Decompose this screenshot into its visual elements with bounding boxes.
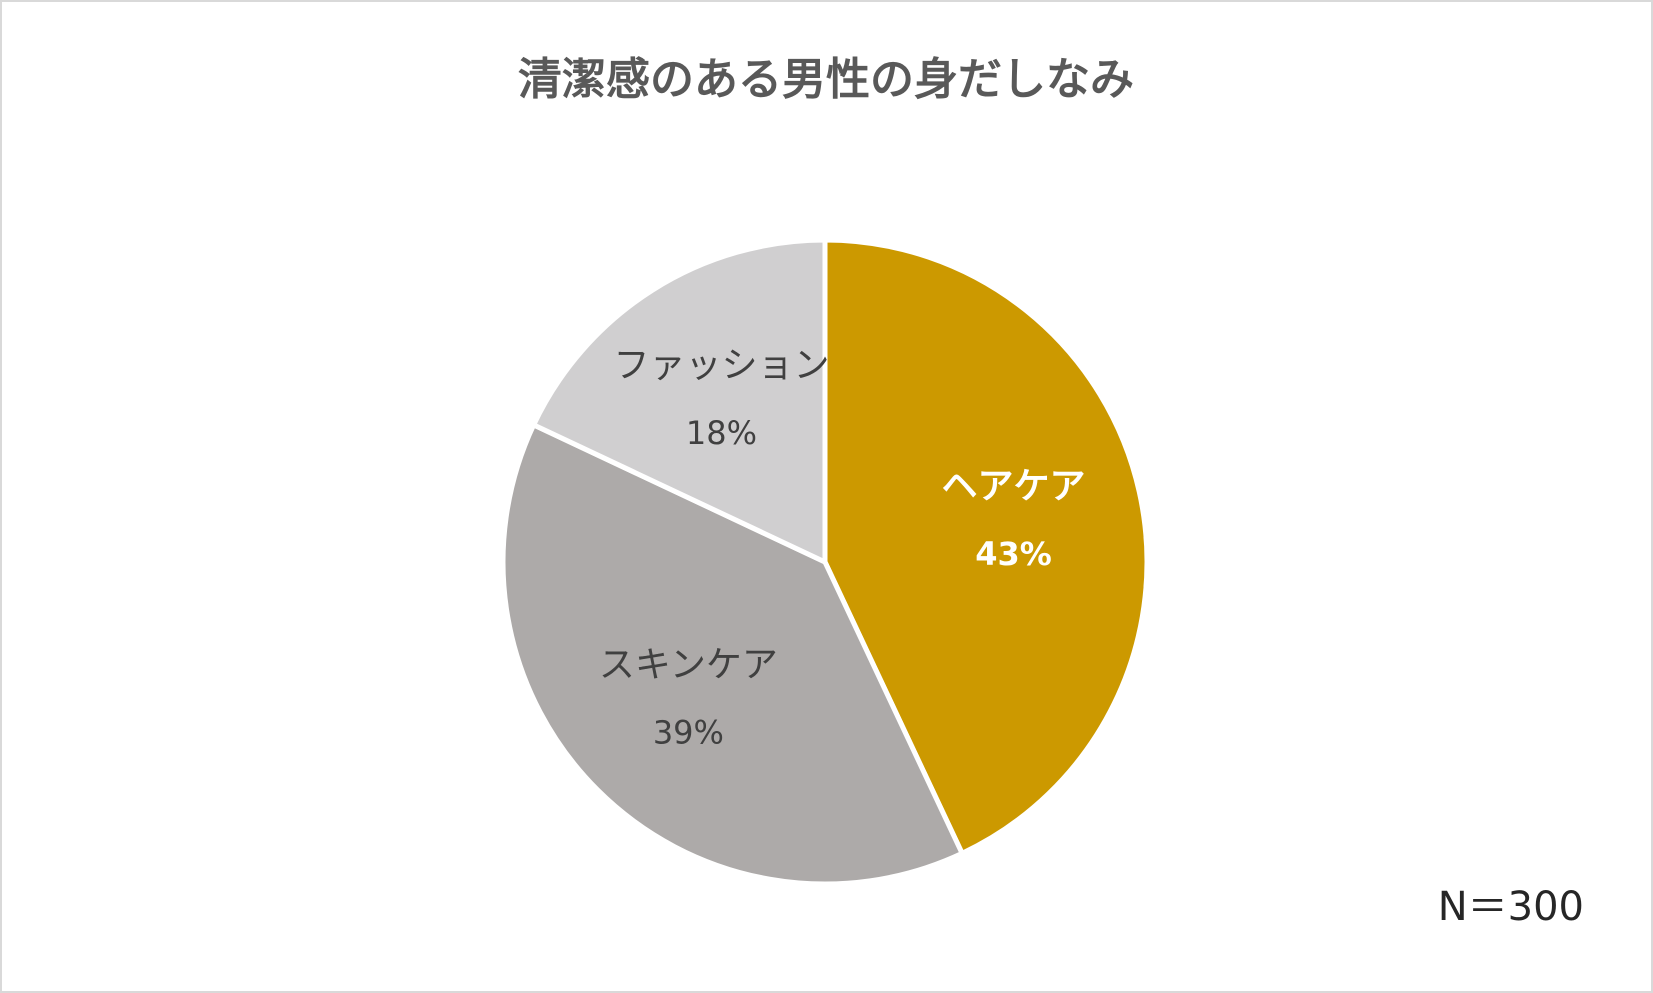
value-label: 18%: [686, 414, 757, 452]
value-label: 43%: [975, 535, 1052, 573]
pie-slice: [822, 237, 1150, 857]
slice-label: ファッション: [613, 345, 829, 386]
slice-label: スキンケア: [599, 645, 778, 686]
slice-label: ヘアケア: [942, 466, 1086, 507]
pie-slice: [530, 237, 828, 566]
pie-slice: [500, 421, 966, 887]
chart-title: 清潔感のある男性の身だしなみ: [518, 54, 1134, 105]
annotation: N＝300: [1438, 884, 1584, 930]
value-label: 39%: [653, 714, 724, 752]
